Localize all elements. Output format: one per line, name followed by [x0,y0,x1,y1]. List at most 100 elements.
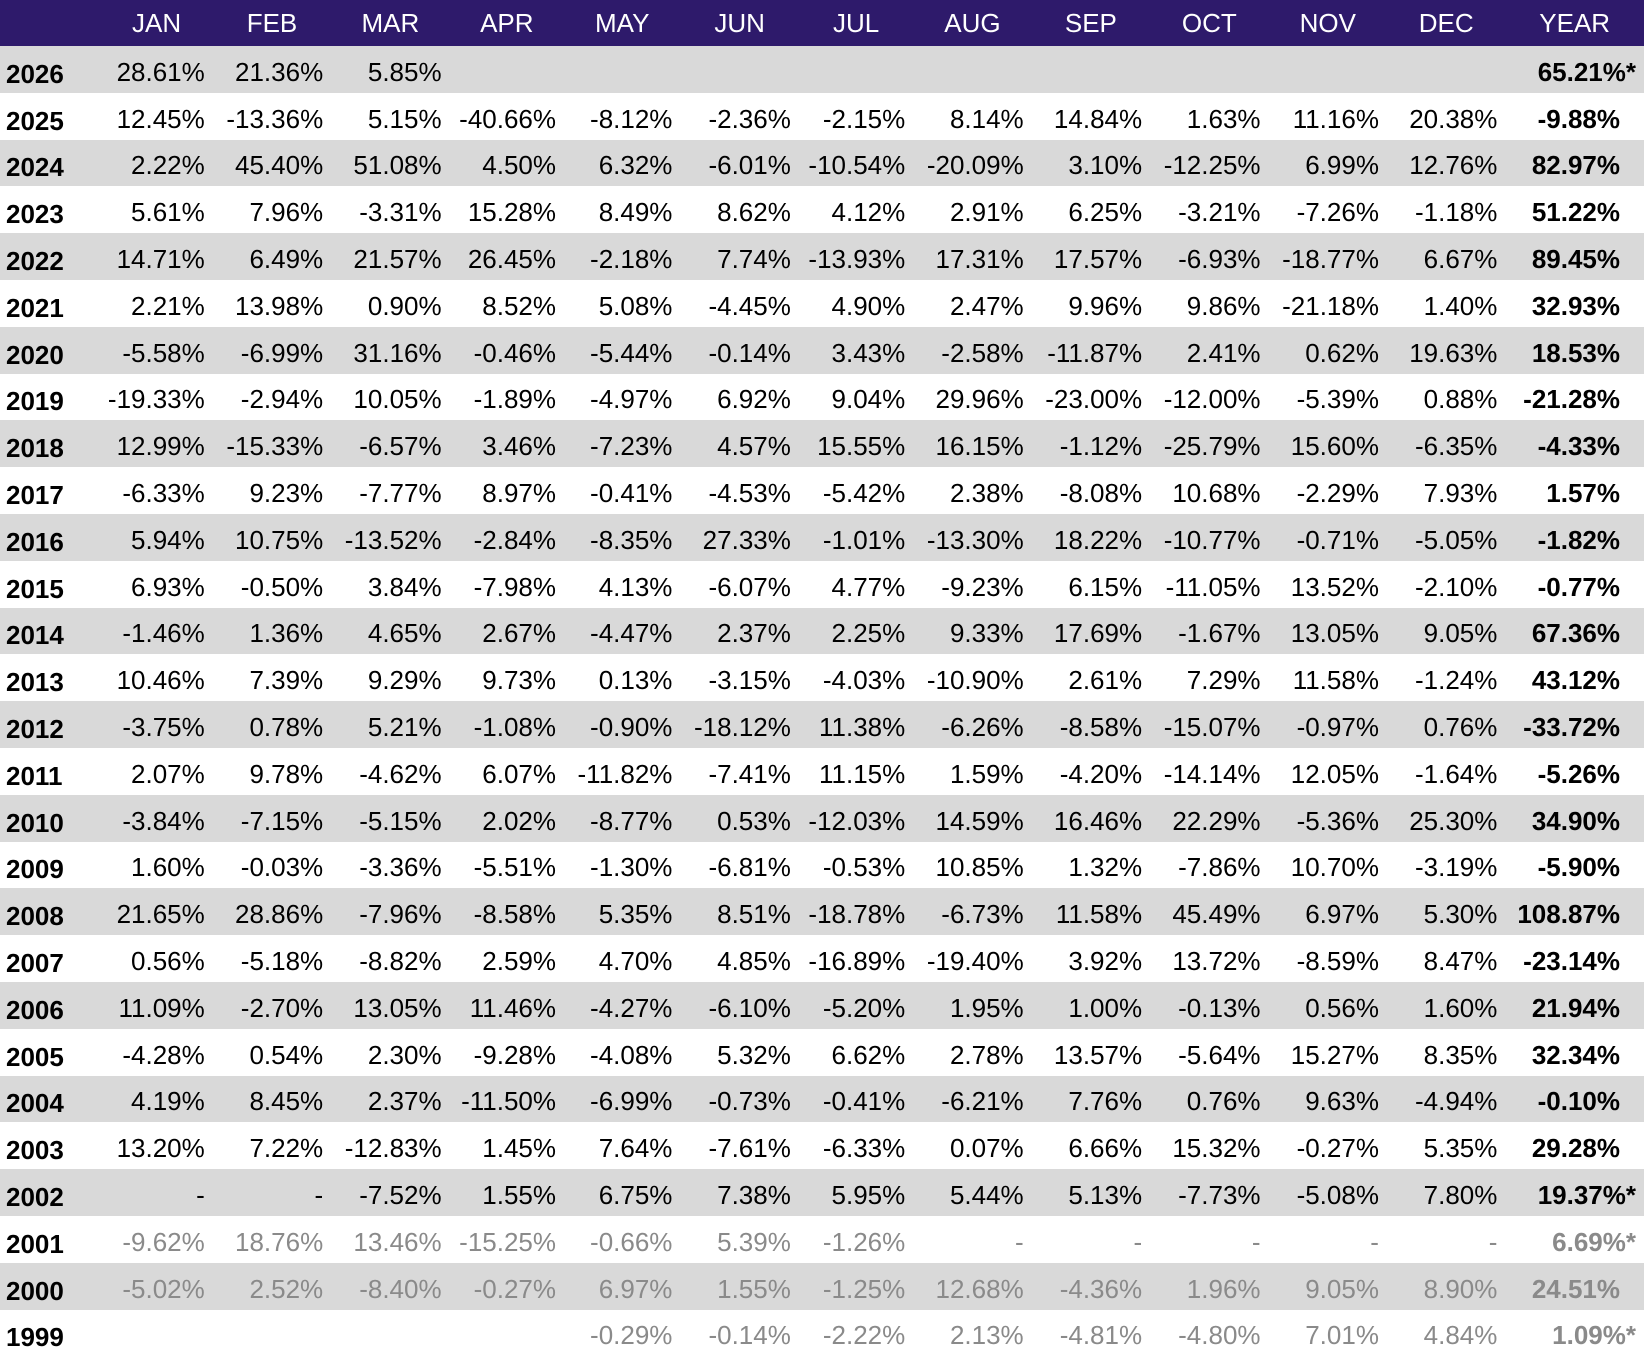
month-return-cell: -12.03% [808,805,906,836]
month-return-cell: 5.13% [1068,1180,1143,1211]
month-return-cell: 6.99% [1305,150,1379,181]
month-return-cell: -11.50% [461,1086,557,1117]
month-return-cell: -0.41% [590,478,673,509]
month-return-cell: -11.82% [577,758,673,789]
month-return-cell: -4.94% [1414,1086,1498,1117]
month-return-cell: 11.09% [118,992,205,1023]
month-return-cell: 9.78% [249,758,324,789]
month-return-cell: 14.71% [116,244,205,275]
month-return-cell: -5.18% [240,946,324,977]
month-return-cell [100,1310,212,1357]
month-return-cell: -10.77% [1163,524,1261,555]
month-return-cell: 2.37% [367,1086,442,1117]
month-return-cell: -4.53% [708,478,791,509]
month-return-cell: -6.26% [941,712,1024,743]
month-return-cell: 6.67% [1423,244,1498,275]
month-return-cell: - [1251,1226,1261,1257]
month-return-cell: 6.49% [249,244,324,275]
month-return-cell: - [196,1180,205,1211]
month-return-cell: 17.57% [1053,244,1143,275]
month-return-cell: 8.62% [717,197,791,228]
table-row: 2007 0.56% -5.18% -8.82% 2.59% 4.70% 4.85% -16.… [0,935,1644,982]
month-return-cell: -7.23% [590,431,673,462]
month-return-cell: -0.90% [590,712,673,743]
month-return-cell: 8.51% [717,899,791,930]
month-return-cell: -0.73% [708,1086,791,1117]
month-return-cell: 2.07% [131,758,205,789]
table-row: 2024 2.22% 45.40% 51.08% 4.50% 6.32% -6.01% -10… [0,139,1644,187]
month-return-cell: 22.29% [1172,805,1261,836]
row-year: 2024 [6,152,64,183]
year-total-cell: 1.57% [1546,478,1620,509]
month-return-cell: 1.59% [949,758,1024,789]
month-return-cell [913,46,1031,93]
month-return-cell: 15.27% [1290,1039,1379,1070]
month-return-cell: 0.53% [717,805,791,836]
month-return-cell: 18.22% [1053,524,1143,555]
month-return-cell: 4.84% [1423,1320,1498,1351]
month-return-cell: -5.08% [1296,1180,1379,1211]
month-return-cell: 11.58% [1055,899,1143,930]
year-total-cell: 34.90% [1531,805,1620,836]
month-return-cell: -13.52% [344,524,442,555]
month-return-cell: 7.22% [249,1133,324,1164]
month-return-cell: -2.58% [941,337,1024,368]
month-return-cell: -0.66% [590,1226,673,1257]
month-return-cell: 5.85% [367,56,442,87]
table-row: 2023 5.61% 7.96% -3.31% 15.28% 8.49% 8.62% 4.12… [0,186,1644,234]
month-return-cell: 11.58% [1292,665,1379,696]
month-return-cell: 13.20% [116,1133,205,1164]
month-return-cell: -2.70% [240,992,324,1023]
month-return-cell: 12.76% [1409,150,1498,181]
month-return-cell: 5.15% [367,103,442,134]
month-return-cell: 8.47% [1423,946,1498,977]
year-total-cell: -5.26% [1537,758,1620,789]
month-return-cell: -4.36% [1059,1273,1143,1304]
month-return-cell: -1.64% [1414,758,1498,789]
month-return-cell: 6.92% [717,384,791,415]
header-month-apr: APR [480,7,534,38]
month-return-cell: 10.46% [116,665,205,696]
table-row: 2016 5.94% 10.75% -13.52% -2.84% -8.35% 27.33%… [0,513,1644,561]
month-return-cell: 3.92% [1068,946,1143,977]
month-return-cell [1150,46,1268,93]
month-return-cell: 13.98% [235,290,324,321]
month-return-cell: -5.02% [122,1273,205,1304]
month-return-cell: -5.42% [822,478,906,509]
row-year: 2016 [6,526,64,557]
month-return-cell: 4.57% [717,431,791,462]
row-year: 2002 [6,1182,64,1213]
table-row: 2000 -5.02% 2.52% -8.40% -0.27% 6.97% 1.55% -1.… [0,1262,1644,1310]
table-row: 2003 13.20% 7.22% -12.83% 1.45% 7.64% -7.61% -6… [0,1122,1644,1170]
month-return-cell: -5.20% [822,992,906,1023]
month-return-cell: 12.99% [116,431,205,462]
month-return-cell [680,46,798,93]
month-return-cell: 8.49% [598,197,673,228]
year-total-cell: -23.14% [1523,946,1620,977]
month-return-cell: 2.52% [249,1273,324,1304]
month-return-cell: -1.26% [822,1226,906,1257]
month-return-cell: 0.76% [1423,712,1498,743]
month-return-cell: 9.86% [1186,290,1261,321]
month-return-cell: -19.40% [926,946,1024,977]
month-return-cell: 4.12% [831,197,906,228]
year-total-cell: -9.88% [1537,103,1620,134]
month-return-cell: -19.33% [107,384,205,415]
month-return-cell: 8.90% [1423,1273,1498,1304]
month-return-cell: -12.83% [344,1133,442,1164]
month-return-cell: 28.61% [116,56,205,87]
month-return-cell: -11.87% [1047,337,1143,368]
month-return-cell: 15.60% [1290,431,1379,462]
month-return-cell: -6.35% [1414,431,1498,462]
month-return-cell: -4.45% [708,290,791,321]
month-return-cell: -6.07% [708,571,791,602]
year-total-cell: 19.37%* [1537,1180,1636,1211]
month-return-cell: -14.14% [1163,758,1261,789]
month-return-cell: 2.37% [717,618,791,649]
row-year: 2008 [6,901,64,932]
month-return-cell: 11.15% [819,758,906,789]
month-return-cell: 21.57% [353,244,442,275]
month-return-cell: 15.28% [467,197,557,228]
month-return-cell: -6.57% [359,431,442,462]
month-return-cell: -2.18% [590,244,673,275]
